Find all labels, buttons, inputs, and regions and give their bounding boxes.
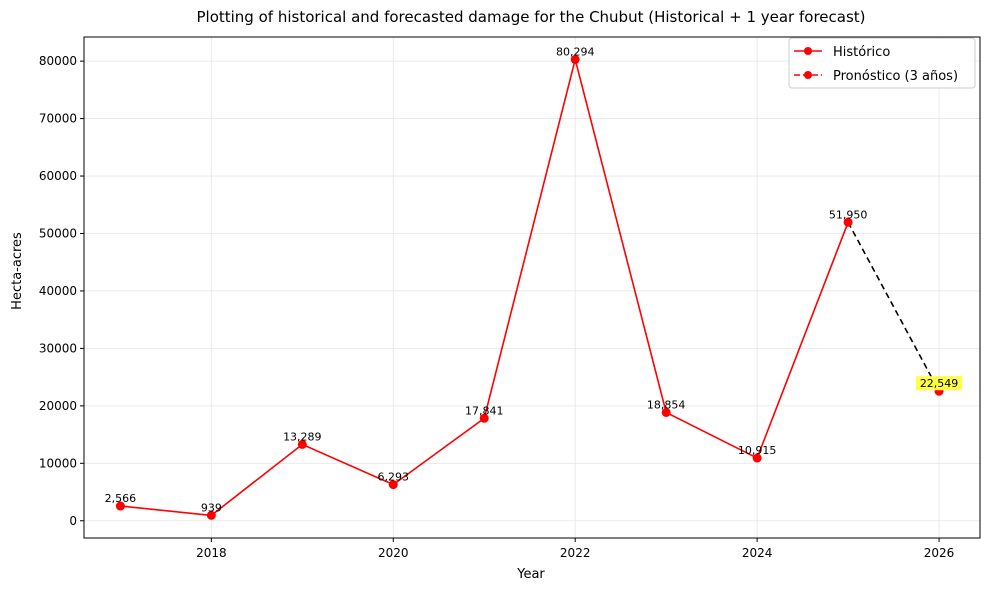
historico-data-label: 13,289 [283, 430, 322, 443]
historico-point [843, 217, 853, 227]
historico-point [752, 453, 762, 463]
historico-point [297, 439, 307, 449]
plot-frame [83, 36, 981, 539]
legend-box [788, 37, 976, 89]
grid [84, 37, 980, 538]
series-markers [115, 54, 944, 520]
data-labels: 2,566 939 13,289 6,293 17,841 80,294 18,854 10,… [105, 45, 963, 514]
x-tick-label: 2022 [560, 546, 591, 560]
y-tick-label: 20000 [39, 399, 77, 413]
historico-data-label: 18,854 [647, 398, 686, 411]
historico-point [479, 413, 489, 423]
y-tick-label: 80000 [39, 54, 77, 68]
series-lines [120, 59, 940, 517]
historico-data-label: 80,294 [556, 45, 595, 58]
y-tick-label: 60000 [39, 169, 77, 183]
historico-data-label: 6,293 [378, 471, 410, 484]
pronostico-label-highlight [916, 376, 963, 391]
y-tick-label: 70000 [39, 112, 77, 126]
y-tick-label: 10000 [39, 456, 77, 470]
historico-point [661, 407, 671, 417]
x-tick-label: 2018 [196, 546, 227, 560]
historico-point [115, 501, 125, 511]
x-tick-label: 2024 [742, 546, 773, 560]
y-tick-label: 50000 [39, 226, 77, 240]
historico-point [388, 480, 398, 490]
historico-point [570, 54, 580, 64]
legend: Histórico Pronóstico (3 años) [788, 37, 976, 89]
x-axis-label: Year [516, 567, 545, 582]
historico-data-label: 939 [201, 501, 222, 514]
historico-data-label: 2,566 [105, 492, 137, 505]
x-tick-label: 2026 [924, 546, 955, 560]
pronostico-data-label: 22,549 [920, 377, 959, 390]
legend-historico-label: Histórico [833, 45, 890, 60]
axis-ticks: 2018 2020 2022 2024 2026 0 10000 20000 30000 4000… [39, 54, 955, 560]
y-tick-label: 0 [69, 514, 77, 528]
historico-data-label: 51,950 [829, 208, 868, 221]
historico-point [206, 510, 216, 520]
legend-pronostico-marker [804, 71, 812, 79]
x-tick-label: 2020 [378, 546, 409, 560]
y-tick-label: 40000 [39, 284, 77, 298]
y-axis-label: Hecta-acres [10, 232, 25, 310]
chart-title: Plotting of historical and forecasted da… [196, 8, 865, 26]
pronostico-line [847, 221, 940, 392]
historico-data-label: 10,915 [738, 444, 777, 457]
legend-historico-marker [804, 47, 812, 55]
historico-data-label: 17,841 [465, 404, 504, 417]
y-tick-label: 30000 [39, 341, 77, 355]
legend-pronostico-label: Pronóstico (3 años) [833, 69, 958, 84]
